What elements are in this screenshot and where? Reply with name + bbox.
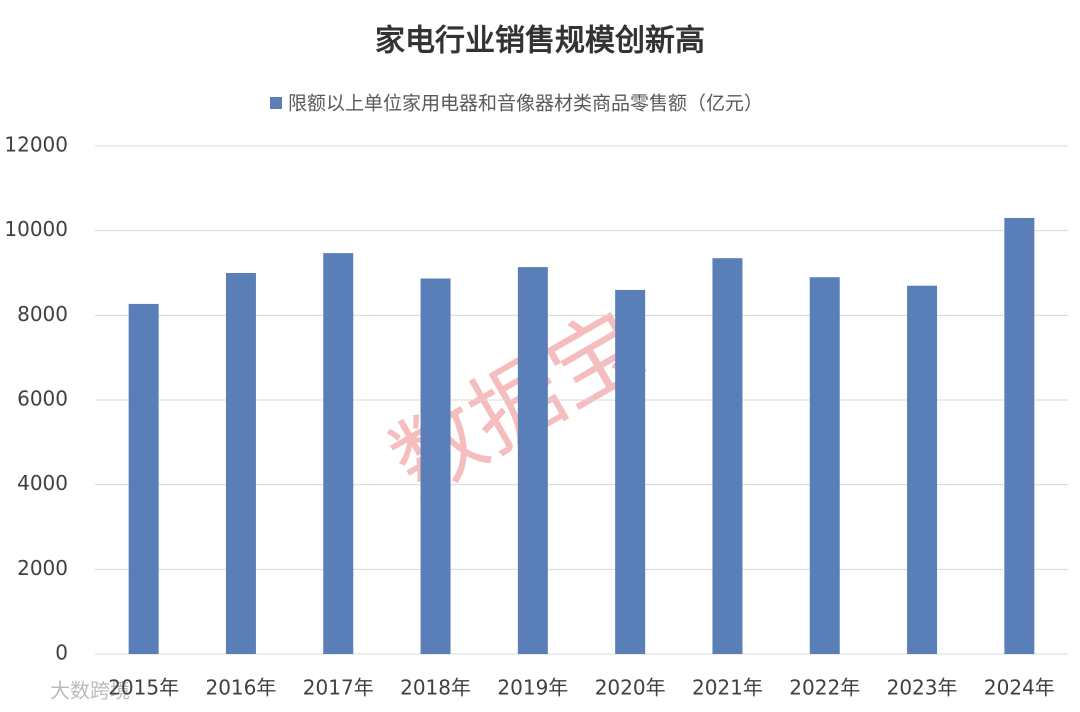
y-tick-label: 2000 [17,556,68,580]
x-tick-label: 2018年 [400,676,471,700]
legend-label: 限额以上单位家用电器和音像器材类商品零售额（亿元） [288,93,763,115]
bar [809,277,840,654]
bar [1004,217,1035,654]
y-tick-label: 8000 [17,302,68,326]
bar [420,278,451,654]
bar [712,258,743,654]
bar [615,289,646,654]
y-tick-label: 0 [55,641,68,665]
bar [907,285,938,654]
x-tick-label: 2016年 [205,676,276,700]
bar [128,303,159,654]
x-tick-label: 2019年 [497,676,568,700]
x-tick-label: 2017年 [303,676,374,700]
x-tick-label: 2022年 [789,676,860,700]
y-tick-label: 4000 [17,471,68,495]
y-tick-label: 10000 [4,217,68,241]
bar [225,273,256,654]
x-tick-label: 2024年 [984,676,1055,700]
x-tick-label: 2015年 [108,676,179,700]
chart-title: 家电行业销售规模创新高 [375,24,705,59]
legend-marker [270,97,282,109]
y-tick-label: 6000 [17,387,68,411]
y-tick-label: 12000 [4,133,68,157]
source: 大数跨境 [50,679,130,703]
bar [323,253,354,654]
x-tick-label: 2023年 [887,676,958,700]
bar [517,267,548,654]
x-tick-label: 2020年 [595,676,666,700]
x-tick-label: 2021年 [692,676,763,700]
